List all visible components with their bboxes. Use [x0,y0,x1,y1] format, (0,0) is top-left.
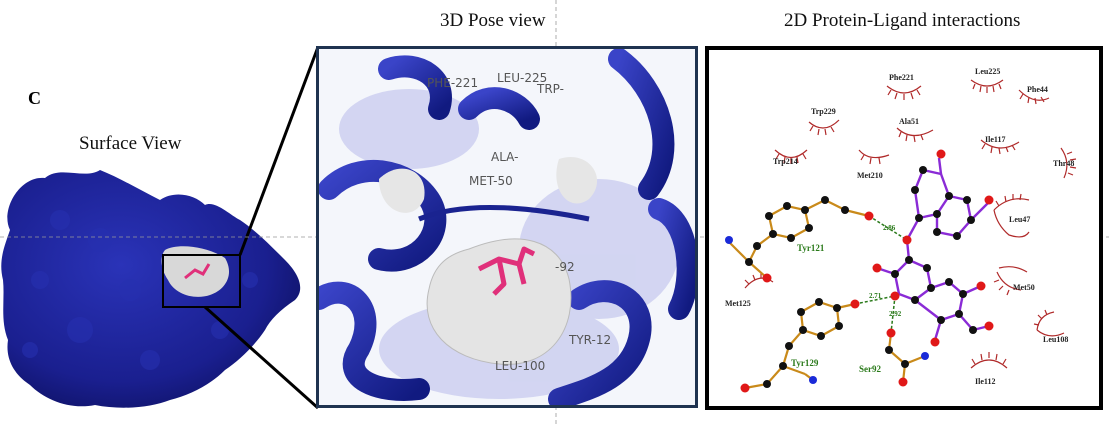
pose-view: PHE-221 LEU-225 TRP- ALA- MET-50 -92 TYR… [319,49,695,405]
hydrophobic-arc [1033,309,1065,337]
hydrophobic-arc [970,352,1008,369]
pose-label: TRP- [536,82,564,96]
hydrophobic-arc [774,149,808,164]
interactions-frame: Phe221 Leu225 Phe44 Trp229 Ala51 Ile117 … [705,46,1103,410]
pose-label: MET-50 [469,174,513,188]
hydrophobic-arc [808,119,840,136]
pose-label: -92 [555,260,575,274]
panel-letter: C [28,88,41,108]
hydrophobic-residue-label: Met50 [1013,283,1035,292]
hydrophobic-arc [858,149,890,165]
ligand-3d [477,246,536,296]
hbond-residue-label: Tyr121 [797,243,825,253]
hydrophobic-arcs [744,79,1077,369]
pose-label: ALA- [491,150,518,164]
surface-view-title: Surface View [79,133,182,154]
hydrophobic-residue-label: Met125 [725,299,751,308]
hydrophobic-residue-label: Thr48 [1053,159,1074,168]
hbond-distance: 2.86 [883,224,896,232]
hbond-residue-label: Tyr129 [791,358,819,368]
hydrophobic-arc [993,193,1030,238]
hydrophobic-residue-label: Ile117 [985,135,1005,144]
hydrophobic-residue-label: Leu47 [1009,215,1030,224]
hydrophobic-arc [1060,147,1077,179]
hydrophobic-residue-label: Ile112 [975,377,995,386]
hydrophobic-residue-label: Leu108 [1043,335,1068,344]
hydrophobic-residue-label: Trp229 [811,107,836,116]
hydrophobic-arc [1018,89,1050,105]
hydrophobic-residue-label: Trp214 [773,157,798,166]
hbond-distance: 2.92 [889,310,902,318]
hydrophobic-arc [896,127,934,143]
hydrophobic-residue-label: Leu225 [975,67,1000,76]
hydrophobic-residue-label: Ala51 [899,117,919,126]
surface-view [1,170,301,408]
pose-label: TYR-12 [568,333,611,347]
hydrophobic-arc [993,266,1028,296]
hydrophobic-arc [886,85,922,100]
interactions-title: 2D Protein-Ligand interactions [784,10,1021,31]
zoom-box [162,254,241,308]
pose-label: LEU-225 [497,71,547,85]
hydrophobic-residue-label: Phe44 [1027,85,1048,94]
atoms [725,149,994,393]
interaction-diagram: Phe221 Leu225 Phe44 Trp229 Ala51 Ile117 … [725,67,1077,393]
hydrophobic-arc [970,79,1004,93]
protein-surface [1,170,301,408]
hbond-distance: 2.71 [869,292,882,300]
hbond-lines [854,215,908,334]
pose-label: LEU-100 [495,359,545,373]
ligand-oxygen [902,235,912,245]
hydrophobic-residue-label: Met210 [857,171,883,180]
pose-label: PHE-221 [427,76,478,90]
hydrophobic-residue-label: Phe221 [889,73,914,82]
hydrophobic-arc [980,139,1020,155]
hbond-residue-label: Ser92 [859,364,881,374]
pose-view-title: 3D Pose view [440,10,546,31]
pose-view-frame: PHE-221 LEU-225 TRP- ALA- MET-50 -92 TYR… [316,46,698,408]
